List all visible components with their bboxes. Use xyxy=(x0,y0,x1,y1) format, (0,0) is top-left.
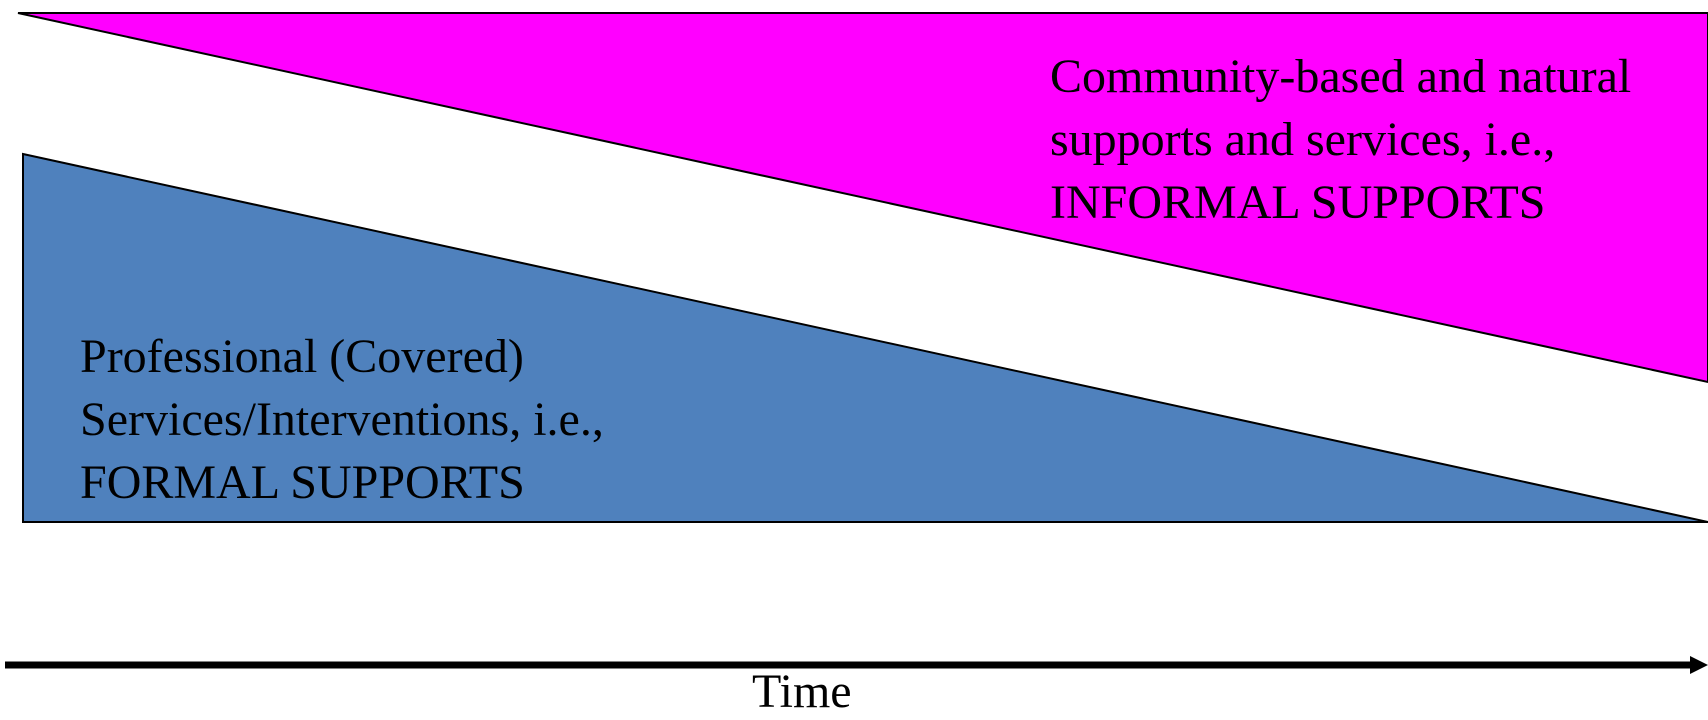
informal-label-line-3: INFORMAL SUPPORTS xyxy=(1050,176,1546,229)
informal-label-line-2: supports and services, i.e., xyxy=(1050,113,1556,166)
informal-label-line-1: Community-based and natural xyxy=(1050,50,1632,103)
formal-supports-wedge xyxy=(22,152,1708,523)
informal-supports-label: Community-based and natural supports and… xyxy=(1050,45,1631,234)
formal-label-line-2: Services/Interventions, i.e., xyxy=(80,393,604,446)
informal-supports-wedge xyxy=(17,12,1708,384)
formal-label-line-1: Professional (Covered) xyxy=(80,330,524,383)
time-axis-arrowhead xyxy=(1690,656,1708,674)
time-axis-label: Time xyxy=(752,665,852,718)
formal-label-line-3: FORMAL SUPPORTS xyxy=(80,456,525,509)
formal-supports-label: Professional (Covered) Services/Interven… xyxy=(80,325,604,514)
